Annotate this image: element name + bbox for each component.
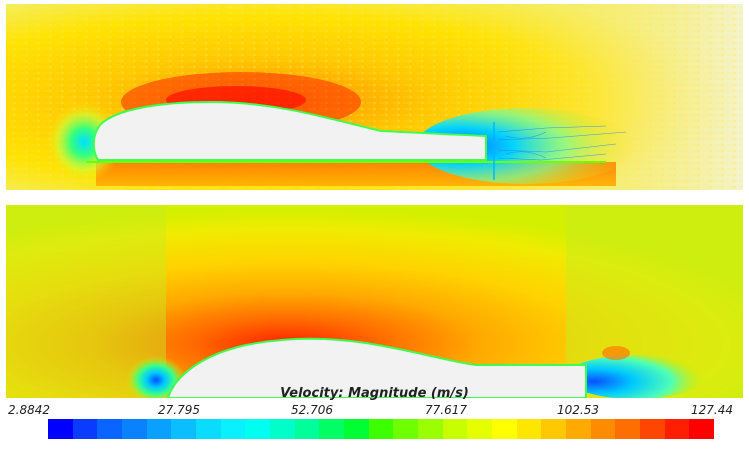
colorbar-cell <box>541 419 567 439</box>
colorbar-cell <box>615 419 641 439</box>
colorbar-cell <box>270 419 295 439</box>
colorbar-cell <box>664 419 690 439</box>
legend-tick-labels: 2.8842 27.795 52.706 77.617 102.53 127.4… <box>8 403 741 419</box>
legend-tick-label: 127.44 <box>691 403 733 417</box>
colorbar-cell <box>492 419 517 439</box>
colorbar-cell <box>393 419 419 439</box>
colorbar-cell <box>344 419 369 439</box>
colorbar-cell <box>294 419 320 439</box>
colorbar-cell <box>319 419 345 439</box>
colorbar-cell <box>245 419 271 439</box>
legend-tick-label: 52.706 <box>291 403 333 417</box>
colorbar-cell <box>418 419 443 439</box>
legend-colorbar <box>48 419 715 439</box>
legend-tick-label: 102.53 <box>557 403 599 417</box>
colorbar-cell <box>48 419 73 439</box>
colorbar-cell <box>97 419 123 439</box>
colorbar-cell <box>196 419 221 439</box>
velocity-vector-canvas <box>6 4 743 190</box>
velocity-contour-plot <box>6 205 743 398</box>
legend-title: Velocity: Magnitude (m/s) <box>280 386 469 401</box>
colorbar-cell <box>72 419 98 439</box>
colorbar-cell <box>220 419 246 439</box>
colorbar-cell <box>146 419 172 439</box>
legend-tick-label: 2.8842 <box>8 403 50 417</box>
legend-tick-label: 27.795 <box>158 403 200 417</box>
colorbar-cell <box>590 419 616 439</box>
colorbar-cell <box>122 419 147 439</box>
velocity-contour-canvas <box>6 205 743 398</box>
colorbar-cell <box>368 419 394 439</box>
colorbar-cell <box>516 419 542 439</box>
colorbar-cell <box>640 419 665 439</box>
velocity-vector-plot <box>6 4 743 190</box>
legend-tick-label: 77.617 <box>425 403 467 417</box>
colorbar-cell <box>442 419 468 439</box>
colorbar-cell <box>566 419 591 439</box>
colorbar-cell <box>171 419 197 439</box>
colorbar-cell <box>689 419 715 439</box>
colorbar-cell <box>467 419 493 439</box>
